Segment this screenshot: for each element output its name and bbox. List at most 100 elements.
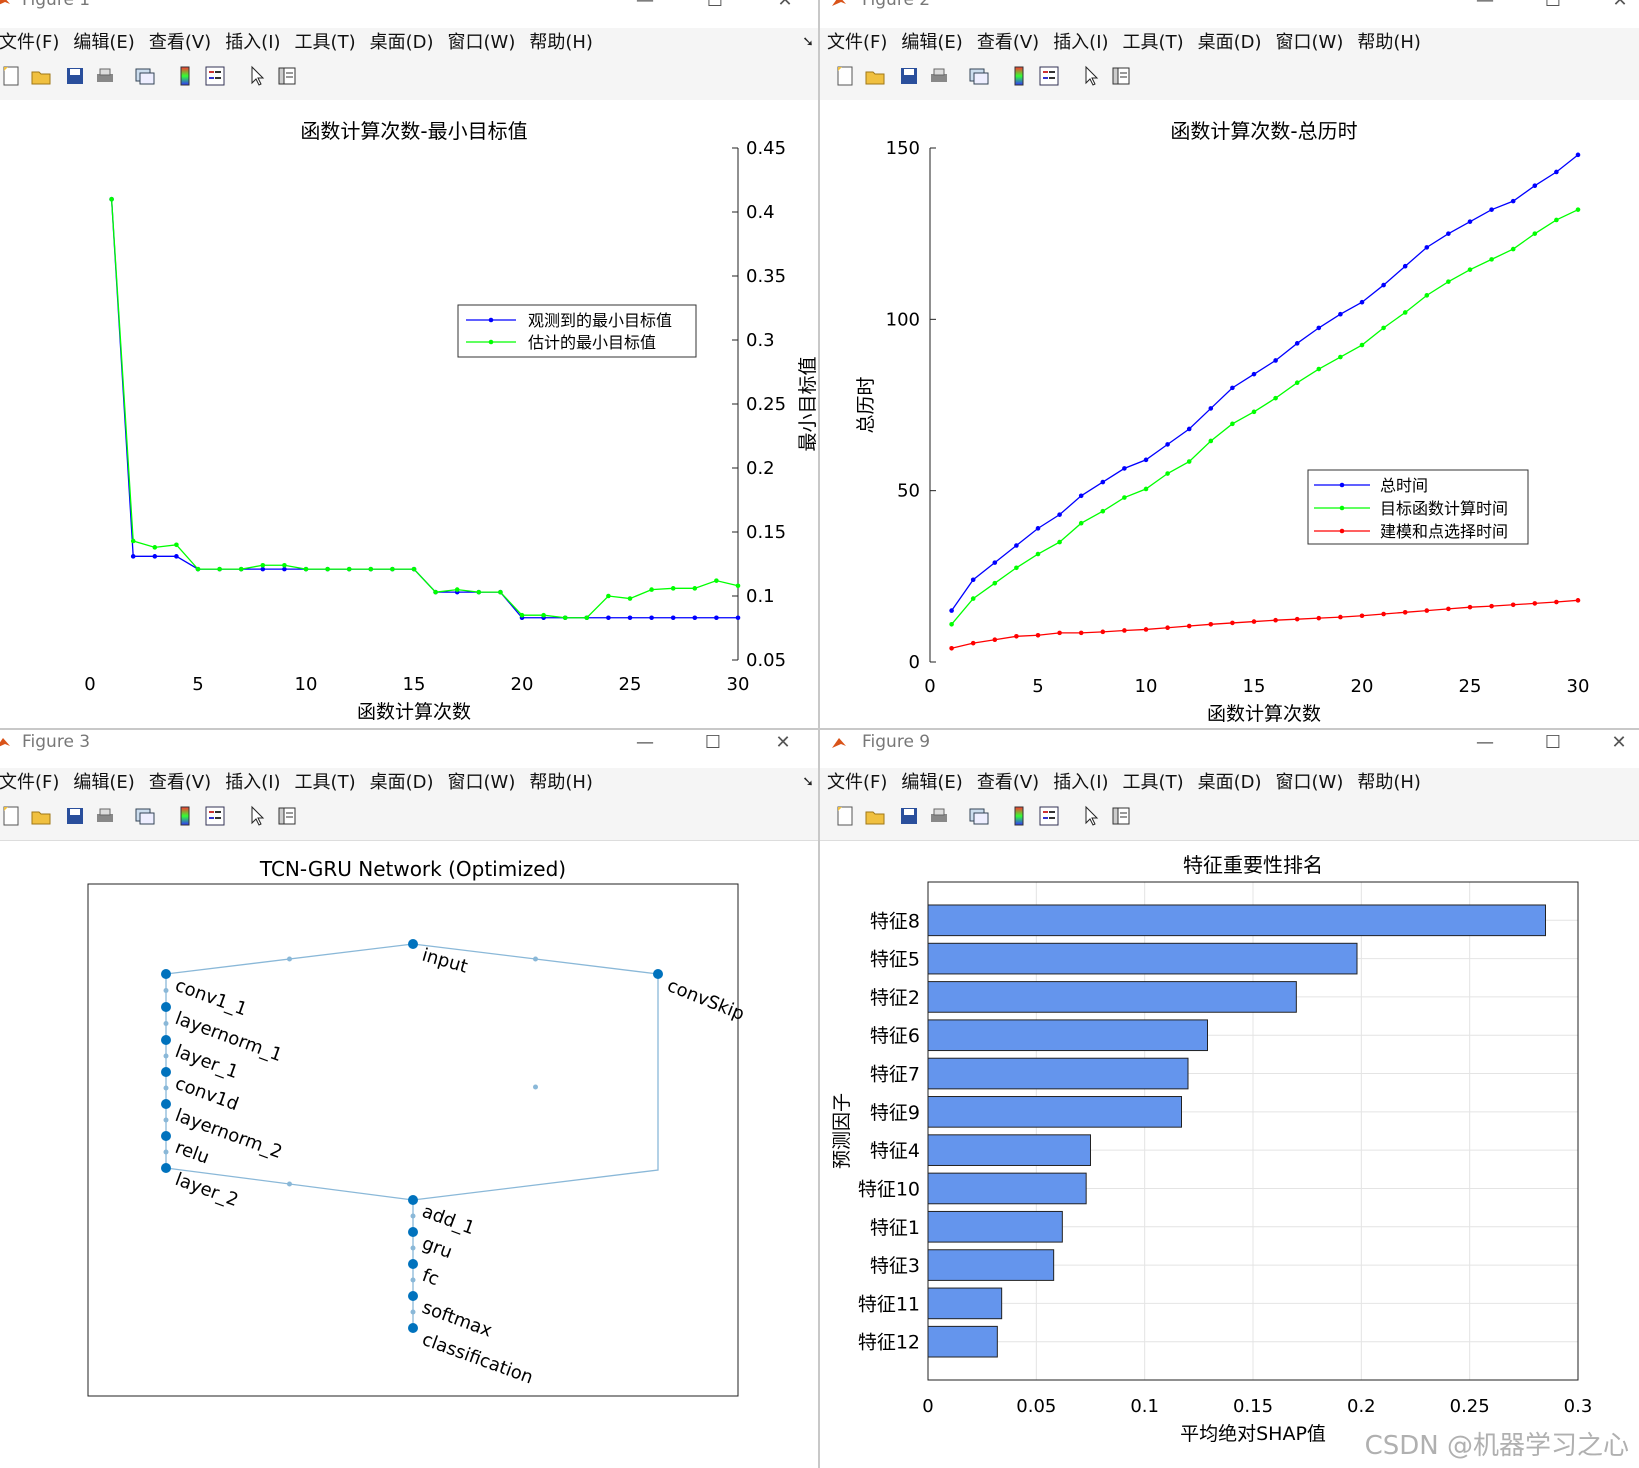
data-point	[1446, 231, 1451, 236]
window-divider	[818, 0, 820, 1468]
colorbar-icon[interactable]	[174, 65, 196, 87]
pointer-icon[interactable]	[246, 805, 268, 827]
menu-insert[interactable]: 插入(I)	[1053, 32, 1109, 53]
menu-edit[interactable]: 编辑(E)	[901, 32, 963, 53]
menu-edit[interactable]: 编辑(E)	[73, 772, 135, 793]
open-folder-icon[interactable]	[30, 65, 52, 87]
maximize-icon[interactable]: ☐	[1544, 732, 1562, 753]
save-icon[interactable]	[898, 65, 920, 87]
legend-icon[interactable]	[204, 805, 226, 827]
minimize-icon[interactable]: —	[636, 732, 654, 753]
new-file-icon[interactable]	[834, 65, 856, 87]
pointer-icon[interactable]	[1080, 65, 1102, 87]
y-tick-label: 特征12	[858, 1332, 920, 1354]
maximize-icon[interactable]: ☐	[1544, 0, 1562, 11]
menu-tools[interactable]: 工具(T)	[1122, 32, 1184, 53]
menu-help[interactable]: 帮助(H)	[1357, 772, 1421, 793]
minimize-icon[interactable]: —	[1476, 732, 1494, 753]
menu-tools[interactable]: 工具(T)	[294, 32, 356, 53]
save-icon[interactable]	[64, 805, 86, 827]
menu-view[interactable]: 查看(V)	[148, 32, 212, 53]
menu-window[interactable]: 窗口(W)	[447, 32, 516, 53]
menu-view[interactable]: 查看(V)	[976, 772, 1040, 793]
minimize-icon[interactable]: —	[636, 0, 654, 11]
open-folder-icon[interactable]	[864, 805, 886, 827]
maximize-icon[interactable]: ☐	[706, 0, 724, 11]
menu-insert[interactable]: 插入(I)	[1053, 772, 1109, 793]
menu-help[interactable]: 帮助(H)	[529, 772, 593, 793]
menu-help[interactable]: 帮助(H)	[529, 32, 593, 53]
new-file-icon[interactable]	[0, 65, 22, 87]
property-editor-icon[interactable]	[276, 65, 298, 87]
menu-desktop[interactable]: 桌面(D)	[369, 32, 434, 53]
menu-window[interactable]: 窗口(W)	[1275, 772, 1344, 793]
save-icon[interactable]	[64, 65, 86, 87]
bar	[927, 981, 1297, 1013]
open-folder-icon[interactable]	[30, 805, 52, 827]
menu-tools[interactable]: 工具(T)	[1122, 772, 1184, 793]
legend-icon[interactable]	[1038, 65, 1060, 87]
menu-edit[interactable]: 编辑(E)	[73, 32, 135, 53]
dock-arrow-icon[interactable]: ➘	[802, 774, 814, 790]
print-icon[interactable]	[94, 805, 116, 827]
menu-help[interactable]: 帮助(H)	[1357, 32, 1421, 53]
print-icon[interactable]	[928, 805, 950, 827]
menu-insert[interactable]: 插入(I)	[225, 32, 281, 53]
maximize-icon[interactable]: ☐	[704, 732, 722, 753]
link-icon[interactable]	[134, 805, 156, 827]
data-point	[649, 587, 654, 592]
property-editor-icon[interactable]	[276, 805, 298, 827]
graph-node	[161, 1131, 171, 1141]
save-icon[interactable]	[898, 805, 920, 827]
legend-icon[interactable]	[204, 65, 226, 87]
close-icon[interactable]: ✕	[777, 0, 793, 11]
toolbar	[0, 58, 818, 101]
print-icon[interactable]	[94, 65, 116, 87]
menu-view[interactable]: 查看(V)	[976, 32, 1040, 53]
data-point	[562, 615, 568, 621]
menu-file[interactable]: 文件(F)	[827, 32, 888, 53]
new-file-icon[interactable]	[0, 805, 22, 827]
pointer-icon[interactable]	[1080, 805, 1102, 827]
menu-bar: 文件(F) 编辑(E) 查看(V) 插入(I) 工具(T) 桌面(D) 窗口(W) 帮助(H)	[820, 768, 1639, 798]
x-tick-label: 0.15	[1233, 1396, 1273, 1417]
close-icon[interactable]: ✕	[775, 732, 791, 753]
new-file-icon[interactable]	[834, 805, 856, 827]
legend-icon[interactable]	[1038, 805, 1060, 827]
menu-window[interactable]: 窗口(W)	[1275, 32, 1344, 53]
close-icon[interactable]: ✕	[1612, 0, 1628, 11]
edge-arrow	[163, 988, 169, 993]
data-point	[1532, 601, 1538, 606]
menu-file[interactable]: 文件(F)	[827, 772, 888, 793]
open-folder-icon[interactable]	[864, 65, 886, 87]
colorbar-icon[interactable]	[1008, 805, 1030, 827]
dock-arrow-icon[interactable]: ➘	[802, 34, 814, 50]
print-icon[interactable]	[928, 65, 950, 87]
minimize-icon[interactable]: —	[1476, 0, 1494, 11]
bar	[927, 1325, 998, 1358]
link-icon[interactable]	[968, 65, 990, 87]
menu-view[interactable]: 查看(V)	[148, 772, 212, 793]
link-icon[interactable]	[134, 65, 156, 87]
menu-insert[interactable]: 插入(I)	[225, 772, 281, 793]
colorbar-icon[interactable]	[174, 805, 196, 827]
colorbar-icon[interactable]	[1008, 65, 1030, 87]
menu-desktop[interactable]: 桌面(D)	[1197, 772, 1262, 793]
menu-file[interactable]: 文件(F)	[0, 32, 60, 53]
property-editor-icon[interactable]	[1110, 805, 1132, 827]
menu-file[interactable]: 文件(F)	[0, 772, 60, 793]
pointer-icon[interactable]	[246, 65, 268, 87]
menu-tools[interactable]: 工具(T)	[294, 772, 356, 793]
y-axis-label: 预测因子	[831, 1093, 853, 1169]
link-icon[interactable]	[968, 805, 990, 827]
x-axis-label: 函数计算次数	[357, 701, 471, 723]
menu-desktop[interactable]: 桌面(D)	[1197, 32, 1262, 53]
data-point	[992, 580, 998, 586]
menu-edit[interactable]: 编辑(E)	[901, 772, 963, 793]
menu-window[interactable]: 窗口(W)	[447, 772, 516, 793]
close-icon[interactable]: ✕	[1611, 732, 1627, 753]
data-point	[1402, 263, 1408, 269]
title-bar: Figure 9 — ☐ ✕	[820, 730, 1639, 760]
property-editor-icon[interactable]	[1110, 65, 1132, 87]
menu-desktop[interactable]: 桌面(D)	[369, 772, 434, 793]
